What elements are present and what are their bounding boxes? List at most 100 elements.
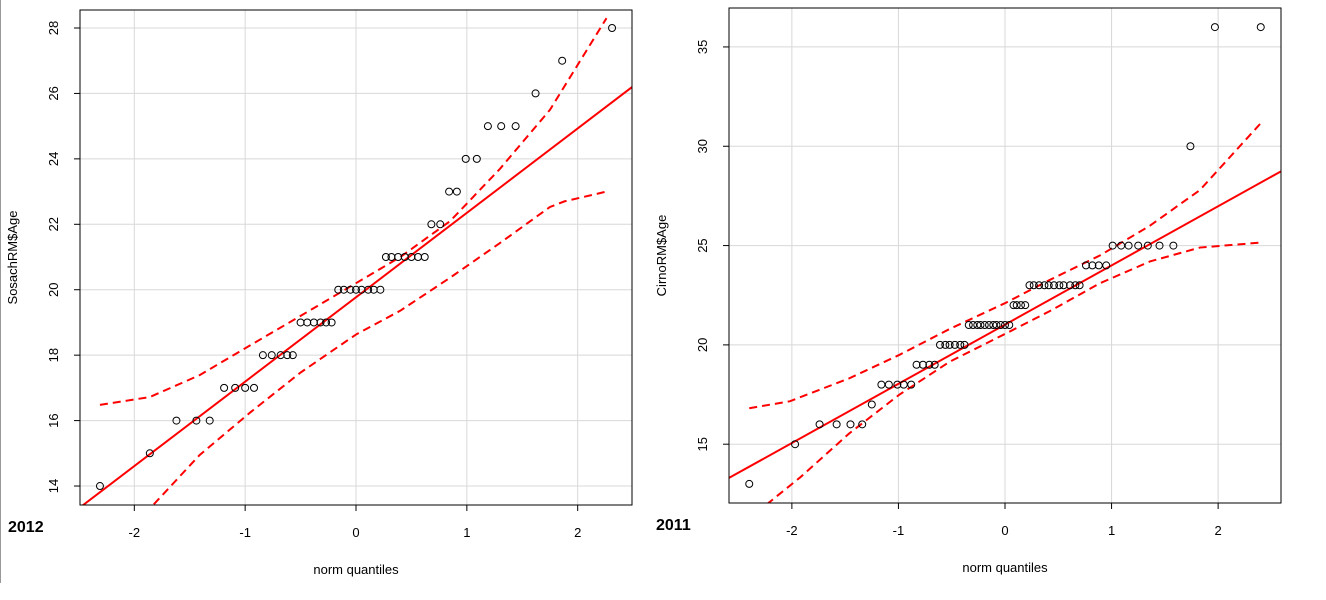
point [976,321,985,330]
point [511,122,520,131]
point [445,187,454,196]
point [414,253,423,262]
point [288,351,297,360]
point [461,154,470,163]
x-tick-label: 0 [352,525,359,540]
point [283,351,292,360]
point [394,253,403,262]
point [941,340,950,349]
point [918,360,927,369]
point [907,380,916,389]
y-axis-label: SosachRM$Age [5,211,20,305]
x-tick-label: 1 [463,525,470,540]
annotation: 2011 [656,517,691,534]
x-tick-label: 0 [1001,523,1008,538]
plot [729,8,1281,503]
point [558,56,567,65]
y-tick-label: 35 [695,40,710,54]
point [322,318,331,327]
point [1134,241,1143,250]
plot [80,10,632,505]
point [950,340,959,349]
point [1071,281,1080,290]
point [267,351,276,360]
point [376,285,385,294]
point [497,122,506,131]
upper-band [749,122,1262,410]
point [296,318,305,327]
point [1001,321,1009,330]
upper-band [99,17,608,406]
point [436,220,445,229]
point [1256,23,1265,32]
point [1044,281,1053,290]
point [867,400,876,409]
point [925,360,934,369]
y-tick-label: 24 [46,152,61,166]
point [172,416,181,425]
point [1155,241,1164,250]
reference-line [729,170,1281,479]
point [960,340,969,349]
point [1066,281,1075,290]
y-tick-label: 16 [46,413,61,427]
point [352,285,360,294]
point [1088,261,1097,270]
point [420,253,429,262]
point [1102,261,1111,270]
point [1186,142,1195,151]
point [472,154,481,163]
annotation: 2012 [8,519,44,536]
point [964,321,973,330]
point [316,318,325,327]
x-axis-label: norm quantiles [313,562,399,577]
y-tick-label: 18 [46,348,61,362]
x-tick-label: 2 [1215,523,1222,538]
point [832,420,841,429]
y-tick-label: 20 [695,338,710,352]
point [1012,301,1021,310]
point [258,351,267,360]
point [220,383,229,392]
point [1143,241,1152,250]
point [145,449,154,458]
point [334,285,343,294]
x-axis-label: norm quantiles [962,560,1048,575]
point [192,416,201,425]
point [980,321,989,330]
point [452,187,461,196]
point [364,285,373,294]
point [205,416,214,425]
lower-band [151,190,607,505]
reference-line [81,86,632,505]
point [884,380,893,389]
plot-frame [79,9,633,506]
point [956,340,965,349]
point [250,383,259,392]
point [1029,281,1038,290]
x-tick-label: 2 [574,525,581,540]
point [1025,281,1034,290]
point [327,318,336,327]
point [1210,23,1219,32]
point [858,420,867,429]
lower-band [767,241,1261,503]
point [483,122,492,131]
y-tick-label: 20 [46,282,61,296]
point [996,321,1005,330]
point [815,420,824,429]
point [846,420,855,429]
y-tick-label: 14 [46,479,61,493]
point [241,383,250,392]
point [531,89,540,98]
x-tick-label: 1 [1108,523,1115,538]
point [1081,261,1090,270]
point [303,318,312,327]
point [231,383,240,392]
y-tick-label: 30 [695,139,710,153]
point [1040,281,1049,290]
point [745,479,754,488]
point [1055,281,1064,290]
point [427,220,436,229]
